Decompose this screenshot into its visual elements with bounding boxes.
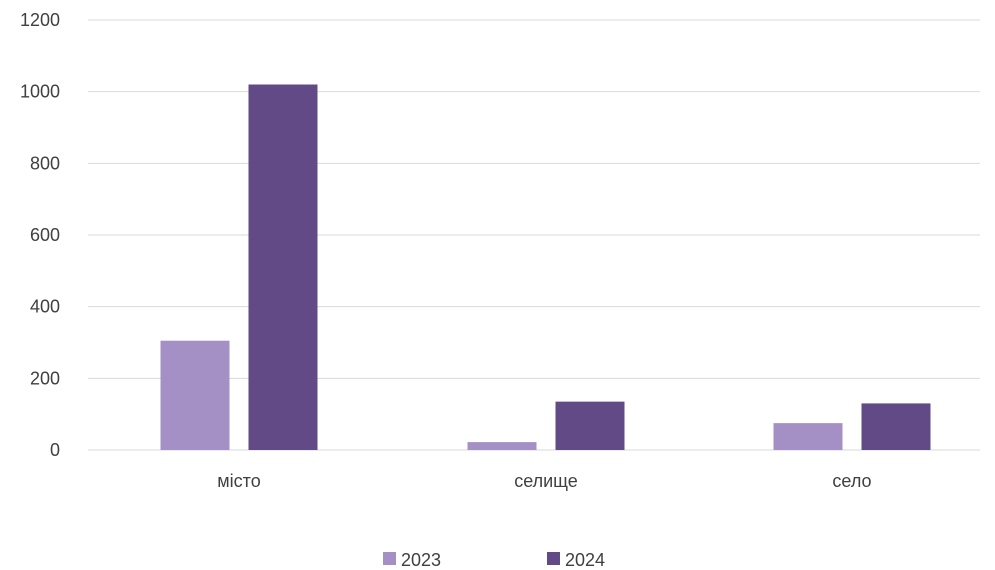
y-axis-tick-labels: 0 200 400 600 800 1000 1200 — [20, 10, 60, 460]
bar-2023-село — [773, 423, 843, 450]
legend: 2023 2024 — [383, 550, 605, 570]
legend-swatch-2023 — [383, 552, 396, 565]
bar-2023-селище — [467, 442, 537, 450]
legend-label-2024: 2024 — [565, 550, 605, 570]
y-tick-label-0: 0 — [50, 440, 60, 460]
x-axis-category-labels: місто селище село — [217, 471, 871, 491]
y-tick-label-400: 400 — [30, 297, 60, 317]
y-tick-label-200: 200 — [30, 368, 60, 388]
y-tick-label-600: 600 — [30, 225, 60, 245]
y-tick-label-1000: 1000 — [20, 82, 60, 102]
bar-2024-село — [861, 403, 931, 450]
x-category-label-1: селище — [514, 471, 578, 491]
x-category-label-0: місто — [217, 471, 260, 491]
y-tick-label-800: 800 — [30, 153, 60, 173]
bar-2024-селище — [555, 401, 625, 450]
bar-2024-місто — [248, 84, 318, 450]
legend-label-2023: 2023 — [401, 550, 441, 570]
bar-2023-місто — [160, 340, 230, 450]
gridlines — [88, 19, 980, 451]
bars — [160, 84, 931, 450]
legend-swatch-2024 — [547, 552, 560, 565]
y-tick-label-1200: 1200 — [20, 10, 60, 30]
x-category-label-2: село — [832, 471, 871, 491]
